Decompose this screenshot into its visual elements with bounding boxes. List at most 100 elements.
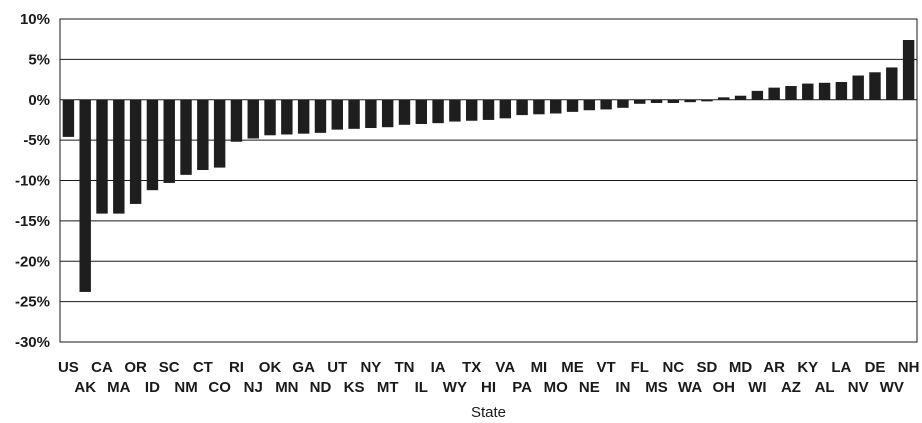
x-category-label: CA <box>91 359 113 376</box>
gridlines <box>60 18 917 343</box>
bar-ma <box>113 99 125 214</box>
x-category-label: TN <box>394 359 414 376</box>
x-category-label: SD <box>697 359 718 376</box>
y-tick-label: -25% <box>15 294 50 311</box>
x-category-label: NV <box>848 379 869 396</box>
x-category-label: VA <box>495 359 515 376</box>
bar-wy <box>449 99 461 122</box>
x-category-label: NY <box>360 359 381 376</box>
x-category-label: NC <box>663 359 685 376</box>
x-category-label: IL <box>415 379 428 396</box>
x-category-label: IA <box>431 359 446 376</box>
bar-ga <box>297 99 310 134</box>
x-category-label: HI <box>481 379 496 396</box>
y-tick-label: -30% <box>15 334 50 351</box>
y-tick-label: 5% <box>28 51 50 68</box>
y-tick-label: -20% <box>15 253 50 270</box>
bar-ri <box>230 99 243 142</box>
x-category-label: US <box>58 359 79 376</box>
x-category-label: MN <box>275 379 298 396</box>
bar-ar <box>768 87 780 100</box>
bar-mi <box>533 99 545 115</box>
bar-ut <box>331 99 343 130</box>
x-category-label: OK <box>259 359 282 376</box>
x-category-label: PA <box>512 379 532 396</box>
x-category-label: GA <box>292 359 315 376</box>
bar-nj <box>247 99 259 139</box>
x-category-label: UT <box>327 359 347 376</box>
x-category-label: MO <box>544 379 568 396</box>
bar-nv <box>852 75 864 100</box>
bar-ks <box>348 99 360 129</box>
bar-ca <box>96 99 108 214</box>
x-category-label: AL <box>815 379 835 396</box>
bar-us <box>62 99 75 137</box>
bar-de <box>869 72 881 100</box>
x-category-label: WI <box>748 379 766 396</box>
bar-oh <box>718 97 730 100</box>
bar-al <box>818 82 831 100</box>
x-category-label: WY <box>443 379 467 396</box>
bar-hi <box>482 99 495 120</box>
x-category-label: KS <box>344 379 365 396</box>
bar-ct <box>197 99 209 171</box>
y-tick-label: 0% <box>28 92 50 109</box>
x-category-label: ID <box>145 379 160 396</box>
bars <box>62 39 915 292</box>
bar-nc <box>667 99 680 103</box>
x-category-label: MS <box>645 379 668 396</box>
bar-md <box>734 95 747 100</box>
bar-ny <box>365 99 377 129</box>
x-category-label: LA <box>831 359 851 376</box>
bar-tx <box>465 99 478 121</box>
x-category-label: IN <box>615 379 630 396</box>
x-category-label: FL <box>631 359 649 376</box>
x-category-label: NJ <box>244 379 263 396</box>
bar-az <box>785 86 797 100</box>
y-tick-label: -15% <box>15 213 50 230</box>
x-category-label: MA <box>107 379 130 396</box>
x-category-label: CO <box>208 379 231 396</box>
x-category-label: WV <box>880 379 904 396</box>
bar-ky <box>802 83 814 100</box>
x-category-label: MD <box>729 359 752 376</box>
bar-pa <box>516 99 528 116</box>
bar-ak <box>79 99 91 292</box>
bar-nd <box>314 99 327 133</box>
bar-sd <box>701 99 713 102</box>
bar-tn <box>398 99 411 125</box>
x-category-label: DE <box>865 359 886 376</box>
bar-il <box>415 99 427 124</box>
x-category-label: MI <box>531 359 548 376</box>
x-category-label: NH <box>898 359 920 376</box>
bar-sc <box>163 99 175 183</box>
x-axis-title: State <box>471 404 506 421</box>
bar-ms <box>650 99 663 103</box>
bar-ok <box>264 99 276 136</box>
y-tick-label: -5% <box>23 132 50 149</box>
bar-mt <box>381 99 394 128</box>
x-category-label: MT <box>377 379 399 396</box>
bar-va <box>499 99 512 119</box>
x-category-label: CT <box>193 359 213 376</box>
bar-id <box>146 99 159 191</box>
x-category-label: ND <box>310 379 332 396</box>
x-category-label: TX <box>462 359 481 376</box>
bar-nm <box>180 99 192 175</box>
x-category-label: VT <box>597 359 616 376</box>
plot-frame <box>59 18 918 343</box>
x-category-label: WA <box>678 379 702 396</box>
bar-vt <box>600 99 612 110</box>
bar-mn <box>281 99 293 135</box>
bar-wi <box>751 90 764 100</box>
y-tick-label: 10% <box>20 11 50 28</box>
x-category-label: AZ <box>781 379 801 396</box>
x-category-label: KY <box>797 359 818 376</box>
y-axis-tick-labels: 10% 5% 0% -5% -10% -15% -20% -25% -30% <box>15 11 50 351</box>
x-category-label: ME <box>561 359 584 376</box>
x-category-label: AK <box>74 379 96 396</box>
y-tick-label: -10% <box>15 173 50 190</box>
x-category-label: OH <box>713 379 736 396</box>
